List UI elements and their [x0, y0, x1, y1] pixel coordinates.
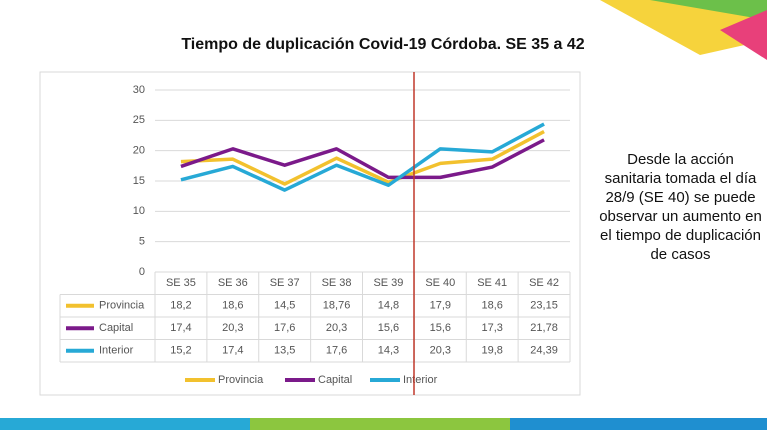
- table-cell: 13,5: [274, 345, 295, 357]
- y-tick-label: 30: [133, 84, 145, 96]
- table-cell: 20,3: [222, 322, 243, 334]
- y-tick-label: 20: [133, 145, 145, 157]
- series-line: [180, 122, 545, 192]
- y-tick-label: 10: [133, 205, 145, 217]
- table-cell: 14,8: [378, 300, 399, 312]
- y-tick-label: 15: [133, 175, 145, 187]
- series-line: [180, 138, 545, 180]
- table-cell: 14,3: [378, 345, 399, 357]
- y-tick-label: 5: [139, 236, 145, 248]
- legend-label: Capital: [318, 374, 352, 386]
- table-cell: 17,4: [222, 345, 243, 357]
- table-cell: 24,39: [530, 345, 558, 357]
- table-cell: 21,78: [530, 322, 558, 334]
- y-tick-label: 0: [139, 266, 145, 278]
- decor: [600, 0, 767, 55]
- decor: [720, 10, 767, 60]
- table-cell: 18,76: [323, 300, 351, 312]
- x-tick-label: SE 42: [529, 277, 559, 289]
- table-cell: 18,6: [222, 300, 243, 312]
- table-cell: 17,3: [481, 322, 502, 334]
- table-cell: 14,5: [274, 300, 295, 312]
- x-tick-label: SE 39: [373, 277, 403, 289]
- table-cell: 15,6: [378, 322, 399, 334]
- x-tick-label: SE 41: [477, 277, 507, 289]
- decor: [650, 0, 767, 20]
- chart-frame: [39, 71, 581, 396]
- table-cell: 18,6: [481, 300, 502, 312]
- table-cell: 15,6: [430, 322, 451, 334]
- table-cell: 19,8: [481, 345, 502, 357]
- table-cell: 15,2: [170, 345, 191, 357]
- row-label: Provincia: [99, 300, 145, 312]
- decor: [510, 418, 767, 430]
- series-line: [180, 130, 545, 186]
- table-cell: 20,3: [430, 345, 451, 357]
- decor: [0, 418, 250, 430]
- y-tick-label: 25: [133, 114, 145, 126]
- legend-label: Provincia: [218, 374, 264, 386]
- table-cell: 17,6: [326, 345, 347, 357]
- table-cell: 23,15: [530, 300, 558, 312]
- x-tick-label: SE 38: [322, 277, 352, 289]
- table-cell: 17,4: [170, 322, 191, 334]
- x-tick-label: SE 35: [166, 277, 196, 289]
- table-cell: 17,6: [274, 322, 295, 334]
- table-cell: 18,2: [170, 300, 191, 312]
- table-cell: 20,3: [326, 322, 347, 334]
- decor: [250, 418, 510, 430]
- x-tick-label: SE 37: [270, 277, 300, 289]
- table-cell: 17,9: [430, 300, 451, 312]
- annotation: Desde la acción sanitaria tomada el día …: [599, 151, 762, 263]
- legend-label: Interior: [403, 374, 438, 386]
- chart-title: Tiempo de duplicación Covid-19 Córdoba. …: [181, 36, 584, 53]
- x-tick-label: SE 36: [218, 277, 248, 289]
- row-label: Capital: [99, 322, 133, 334]
- row-label: Interior: [99, 345, 134, 357]
- x-tick-label: SE 40: [425, 277, 455, 289]
